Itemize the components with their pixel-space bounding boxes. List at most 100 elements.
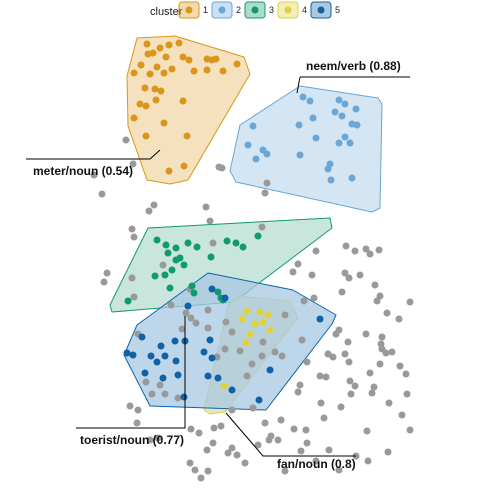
annotation-leader-line [76,316,186,429]
background-point [148,390,156,398]
background-point [406,298,414,306]
cluster-5-point [208,354,216,362]
background-point [317,399,325,407]
background-point [146,436,154,444]
cluster-1-point [160,119,168,127]
cluster-3-point [184,239,192,247]
background-point [296,381,304,389]
cluster-5-point [180,393,188,401]
background-point [297,447,305,455]
cluster-3-point [223,237,231,245]
cluster-1-point [179,97,187,105]
cluster-5-point [153,358,161,366]
annotations: meter/noun (0.54) neem/verb (0.88) toerist… [26,59,410,471]
annotation-3: toerist/noun (0.77) [76,316,186,447]
cluster-5-point [266,366,274,374]
legend-marker-2 [218,6,226,14]
cluster-3-point [190,289,198,297]
cluster-5-point [200,348,208,356]
cluster-2-point [324,165,332,173]
cluster-3-point [214,288,222,296]
cluster-1-point [175,39,183,47]
background-point [388,348,396,356]
cluster-5-point [161,352,169,360]
background-point [100,278,108,286]
legend-marker-4 [284,6,292,14]
cluster-1-point [146,70,154,78]
background-point [154,434,162,442]
cluster-5-point [172,357,180,365]
background-point [249,404,257,412]
cluster-3-point [188,282,196,290]
background-point [222,318,230,326]
legend-label-2: 2 [236,5,241,15]
cluster-5-point [147,352,155,360]
cluster-2-point [335,96,343,104]
background-point [303,439,311,447]
cluster-5-point [255,396,263,404]
annotation-4: fan/noun (0.8) [225,412,356,471]
cluster-3-point [166,284,174,292]
cluster-3-point [193,243,201,251]
background-point [364,457,372,465]
cluster-5-point [123,349,131,357]
cluster-5-point [316,315,324,323]
background-point [261,189,269,197]
cluster-1-point [157,87,165,95]
background-point [134,406,142,414]
annotation-1: meter/noun (0.54) [26,149,161,178]
cluster-1-point [142,132,150,140]
background-point [128,225,136,233]
background-point [186,459,194,467]
background-point [271,348,279,356]
cluster-3-point [176,254,184,262]
cluster-1-point [137,61,145,69]
cluster-3-point [254,232,262,240]
cluster-1-point [160,69,168,77]
background-point [236,347,244,355]
background-point [128,274,136,282]
cluster-5-point [159,374,167,382]
cluster-2-point [341,100,349,108]
background-point [303,358,311,366]
cluster-4-point [243,307,251,315]
background-point [376,360,384,368]
background-point [351,247,359,255]
legend-title: cluster [150,6,183,18]
annotation-leader-line [26,149,161,160]
cluster-5-point [138,333,146,341]
background-point [191,466,199,474]
background-point [261,419,269,427]
background-point [395,315,403,323]
cluster-3-point [232,239,240,247]
cluster-1-point [142,102,150,110]
background-point [310,294,318,302]
background-point [370,383,378,391]
background-point [396,362,404,370]
background-point [294,388,302,396]
background-point [187,314,195,322]
background-point [316,372,324,380]
cluster-2-point [299,93,307,101]
background-point [103,269,111,277]
cluster-3-point [239,243,247,251]
background-point [145,207,153,215]
background-point [204,306,212,314]
background-point [218,164,226,172]
background-point [130,233,138,241]
legend-label-1: 1 [203,5,208,15]
cluster-2-point [244,141,252,149]
background-point [224,449,232,457]
background-point [129,160,137,168]
background-point [376,292,384,300]
cluster-5-point [174,371,182,379]
cluster-5-point [184,302,192,310]
background-point [248,360,256,368]
cluster-4-point [259,318,267,326]
background-point [281,467,289,475]
background-point [403,390,411,398]
legend-entry-2: 2 [211,1,241,19]
cluster-2-point [338,112,346,120]
background-point [278,352,286,360]
background-point [332,330,340,338]
